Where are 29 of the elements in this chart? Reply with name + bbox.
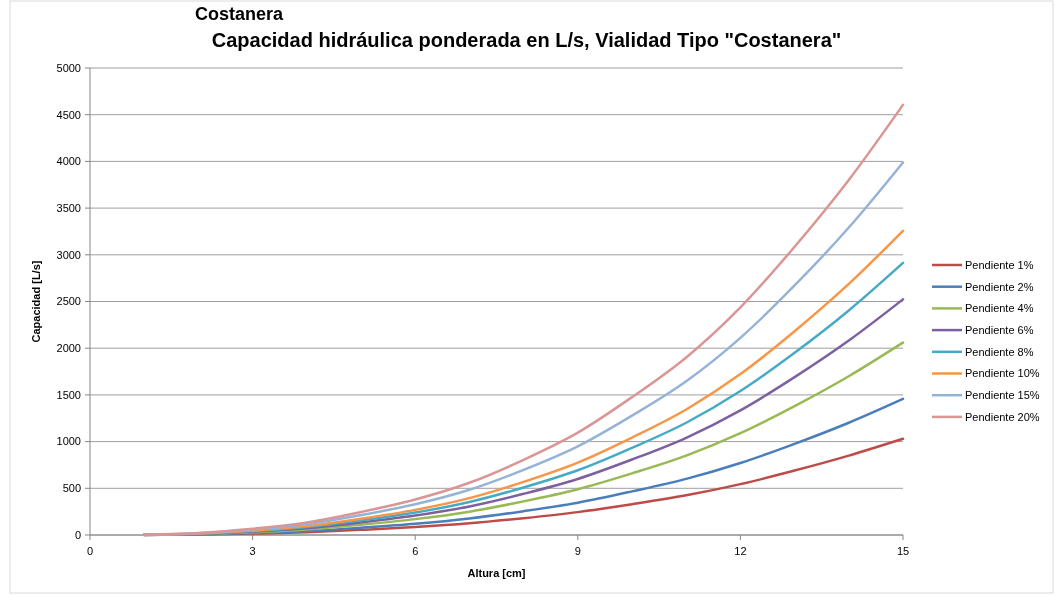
x-tick-label: 15 [896, 545, 910, 557]
y-tick-label: 500 [62, 482, 81, 495]
y-tick-label: 1000 [56, 435, 81, 448]
y-tick-label: 3500 [56, 201, 81, 214]
x-tick-label: 6 [412, 545, 419, 557]
y-axis-title: Capacidad [L/s] [30, 260, 42, 343]
legend-label: Pendiente 2% [965, 280, 1034, 293]
text: Costanera [195, 4, 285, 24]
legend-label: Pendiente 20% [965, 410, 1040, 423]
legend-label: Pendiente 10% [965, 367, 1040, 380]
legend-label: Pendiente 15% [965, 389, 1040, 402]
legend-label: Pendiente 4% [965, 302, 1034, 315]
y-tick-label: 3000 [56, 248, 81, 261]
legend-label: Pendiente 1% [965, 258, 1034, 271]
y-tick-label: 1500 [56, 388, 81, 401]
y-tick-label: 0 [74, 528, 81, 541]
x-tick-label: 9 [574, 545, 581, 557]
legend-label: Pendiente 6% [965, 323, 1034, 336]
x-tick-label: 3 [249, 545, 256, 557]
x-tick-label: 0 [86, 545, 94, 557]
x-tick-label: 12 [734, 545, 747, 557]
legend-label: Pendiente 8% [965, 345, 1034, 358]
y-tick-label: 4000 [56, 155, 81, 168]
y-tick-label: 2500 [56, 295, 81, 308]
chart-title: Capacidad hidráulica ponderada en L/s, Vialidad Tipo "Costanera" [211, 29, 842, 51]
y-tick-label: 2000 [56, 342, 81, 355]
y-tick-label: 5000 [56, 61, 81, 74]
x-axis-title: Altura [cm] [467, 567, 526, 579]
y-tick-label: 4500 [56, 108, 81, 121]
